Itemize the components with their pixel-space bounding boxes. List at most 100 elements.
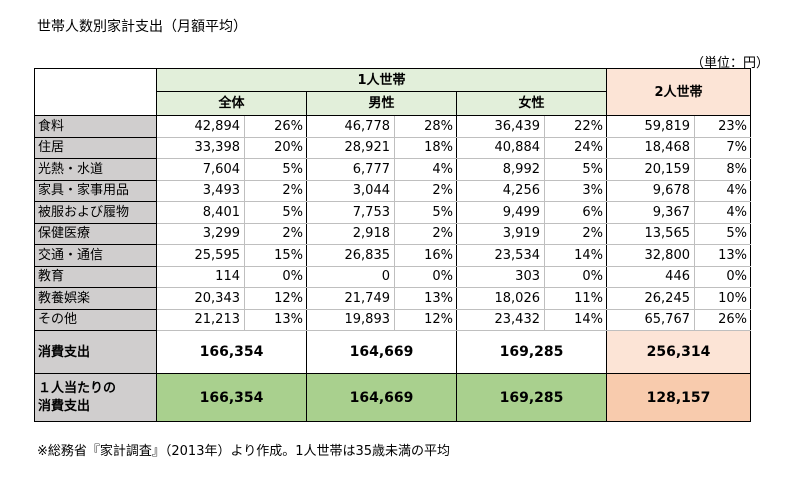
cell-all: 114	[156, 265, 245, 288]
row-category-label: 保健医療	[34, 222, 157, 245]
row-category-label: 食料	[34, 115, 157, 138]
cell-all: 33,398	[156, 136, 245, 159]
totals-row: 消費支出 166,354 164,669 169,285 256,314	[34, 330, 751, 374]
cell-female: 3,919	[456, 222, 545, 245]
table-row: 家具・家事用品 3,493 2% 3,044 2% 4,256 3% 9,678 4%	[34, 179, 751, 202]
cell-female-pct: 6%	[544, 201, 607, 224]
cell-female-pct: 14%	[544, 244, 607, 267]
cell-all-pct: 20%	[244, 136, 307, 159]
cell-two: 32,800	[606, 244, 695, 267]
cell-two-pct: 4%	[694, 201, 751, 224]
cell-female-pct: 0%	[544, 265, 607, 288]
table-row: 交通・通信 25,595 15% 26,835 16% 23,534 14% 32,800 13…	[34, 244, 751, 267]
cell-male: 21,749	[306, 287, 395, 310]
per-person-male: 164,669	[306, 373, 457, 422]
cell-all-pct: 5%	[244, 158, 307, 181]
cell-all-pct: 2%	[244, 179, 307, 202]
cell-male-pct: 18%	[394, 136, 457, 159]
header-all: 全体	[156, 91, 307, 116]
cell-female: 9,499	[456, 201, 545, 224]
household-expense-table: 1人世帯 2人世帯 全体 男性 女性 食料 42,894 26% 46,778 28% 3…	[34, 68, 751, 422]
totals-male: 164,669	[306, 330, 457, 374]
per-person-all: 166,354	[156, 373, 307, 422]
row-category-label: その他	[34, 308, 157, 331]
cell-two: 18,468	[606, 136, 695, 159]
table-row: 食料 42,894 26% 46,778 28% 36,439 22% 59,819 23%	[34, 115, 751, 138]
cell-female: 23,432	[456, 308, 545, 331]
cell-two: 26,245	[606, 287, 695, 310]
row-category-label: 教養娯楽	[34, 287, 157, 310]
cell-male: 46,778	[306, 115, 395, 138]
cell-male-pct: 4%	[394, 158, 457, 181]
totals-label: 消費支出	[34, 330, 157, 374]
table-row: 教養娯楽 20,343 12% 21,749 13% 18,026 11% 26,245 10%	[34, 287, 751, 310]
table-row: 保健医療 3,299 2% 2,918 2% 3,919 2% 13,565 5%	[34, 222, 751, 245]
cell-two: 59,819	[606, 115, 695, 138]
per-person-label-line1: １人当たりの	[38, 380, 117, 396]
header-female: 女性	[456, 91, 607, 116]
header-single-household: 1人世帯	[156, 68, 607, 92]
table-row: その他 21,213 13% 19,893 12% 23,432 14% 65,767 26%	[34, 308, 751, 331]
cell-female: 4,256	[456, 179, 545, 202]
cell-female-pct: 11%	[544, 287, 607, 310]
cell-male: 3,044	[306, 179, 395, 202]
table-row: 光熱・水道 7,604 5% 6,777 4% 8,992 5% 20,159 8%	[34, 158, 751, 181]
row-category-label: 教育	[34, 265, 157, 288]
cell-male: 6,777	[306, 158, 395, 181]
cell-male: 0	[306, 265, 395, 288]
cell-male-pct: 2%	[394, 222, 457, 245]
table-row: 教育 114 0% 0 0% 303 0% 446 0%	[34, 265, 751, 288]
table-title: 世帯人数別家計支出（月額平均）	[37, 19, 247, 35]
cell-male-pct: 28%	[394, 115, 457, 138]
cell-all-pct: 13%	[244, 308, 307, 331]
per-person-female: 169,285	[456, 373, 607, 422]
cell-all-pct: 26%	[244, 115, 307, 138]
cell-all: 21,213	[156, 308, 245, 331]
cell-two: 13,565	[606, 222, 695, 245]
row-category-label: 光熱・水道	[34, 158, 157, 181]
per-person-label-line2: 消費支出	[38, 398, 91, 414]
row-category-label: 家具・家事用品	[34, 179, 157, 202]
cell-female-pct: 22%	[544, 115, 607, 138]
cell-male-pct: 13%	[394, 287, 457, 310]
totals-two: 256,314	[606, 330, 751, 374]
cell-female: 36,439	[456, 115, 545, 138]
cell-two-pct: 13%	[694, 244, 751, 267]
cell-male: 28,921	[306, 136, 395, 159]
header-male: 男性	[306, 91, 457, 116]
cell-two-pct: 5%	[694, 222, 751, 245]
cell-female: 303	[456, 265, 545, 288]
cell-all-pct: 15%	[244, 244, 307, 267]
header-corner	[34, 68, 157, 116]
totals-female: 169,285	[456, 330, 607, 374]
cell-two: 65,767	[606, 308, 695, 331]
cell-two-pct: 4%	[694, 179, 751, 202]
per-person-two: 128,157	[606, 373, 751, 422]
cell-male: 2,918	[306, 222, 395, 245]
per-person-row: １人当たりの 消費支出 166,354 164,669 169,285 128,…	[34, 373, 751, 422]
cell-all: 20,343	[156, 287, 245, 310]
cell-male-pct: 12%	[394, 308, 457, 331]
cell-two: 20,159	[606, 158, 695, 181]
cell-two: 9,678	[606, 179, 695, 202]
cell-male-pct: 0%	[394, 265, 457, 288]
cell-male-pct: 5%	[394, 201, 457, 224]
cell-female-pct: 14%	[544, 308, 607, 331]
cell-two-pct: 7%	[694, 136, 751, 159]
table-row: 被服および履物 8,401 5% 7,753 5% 9,499 6% 9,367 4%	[34, 201, 751, 224]
cell-male-pct: 16%	[394, 244, 457, 267]
cell-female-pct: 5%	[544, 158, 607, 181]
header-two-household: 2人世帯	[606, 68, 751, 116]
cell-female: 18,026	[456, 287, 545, 310]
cell-all: 8,401	[156, 201, 245, 224]
cell-female-pct: 3%	[544, 179, 607, 202]
cell-two: 446	[606, 265, 695, 288]
cell-two-pct: 8%	[694, 158, 751, 181]
cell-two: 9,367	[606, 201, 695, 224]
cell-female: 40,884	[456, 136, 545, 159]
row-category-label: 被服および履物	[34, 201, 157, 224]
cell-female: 23,534	[456, 244, 545, 267]
cell-all-pct: 5%	[244, 201, 307, 224]
cell-all: 3,493	[156, 179, 245, 202]
cell-all-pct: 12%	[244, 287, 307, 310]
